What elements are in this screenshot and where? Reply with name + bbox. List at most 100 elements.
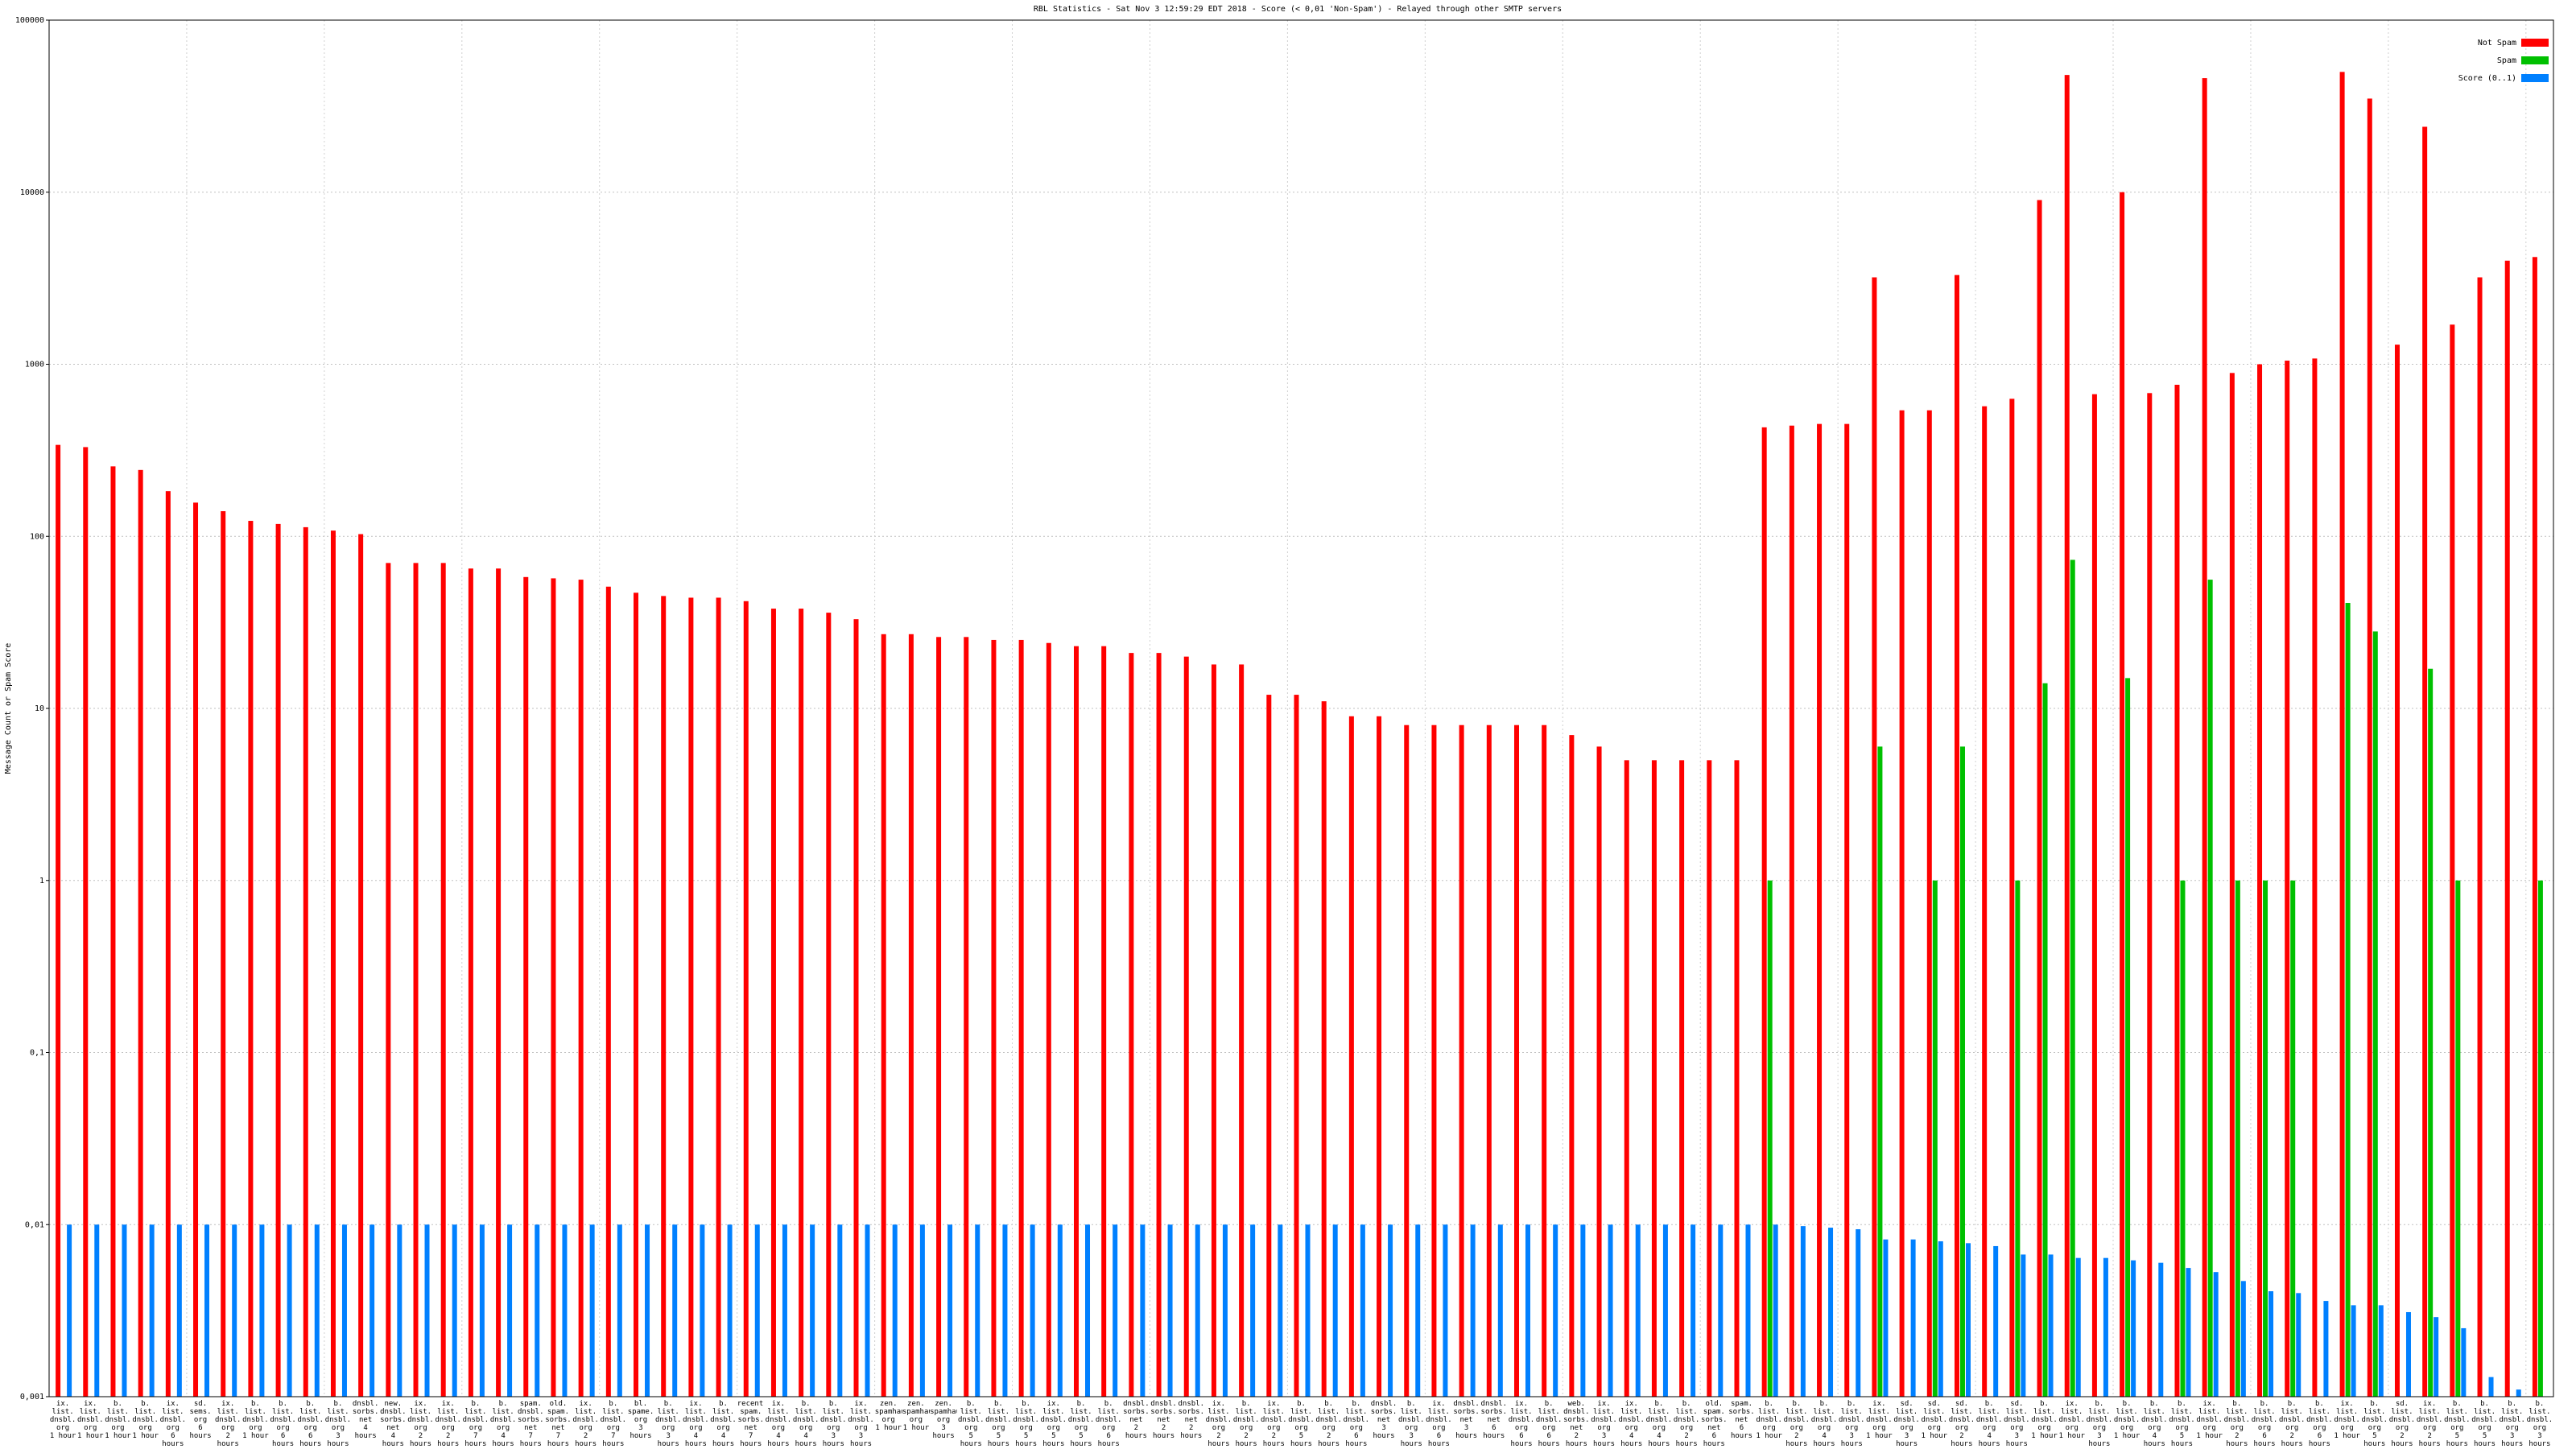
x-tick-label: ix. list. dnsbl. org 1 hour (2334, 1400, 2360, 1440)
y-tick-label: 0,01 (25, 1220, 44, 1229)
bar (2455, 880, 2461, 1397)
bar (964, 637, 969, 1397)
bar (1470, 1224, 1476, 1397)
bar (232, 1224, 237, 1397)
bar (2268, 1291, 2274, 1397)
bar (1030, 1224, 1035, 1397)
bar (138, 469, 143, 1397)
bar (1635, 1224, 1641, 1397)
bar (397, 1224, 402, 1397)
bar (2021, 1254, 2026, 1397)
x-tick-label: b. list. dnsbl. org 6 hours (2306, 1400, 2333, 1448)
bar (1332, 1224, 1338, 1397)
bar (1404, 724, 1410, 1397)
bar (535, 1224, 540, 1397)
x-tick-label: b. list. dnsbl. org 6 hours (1535, 1400, 1563, 1448)
bar (1817, 423, 1823, 1397)
x-tick-label: ix. list. dnsbl. org 1 hour (77, 1400, 104, 1440)
bar (1926, 410, 1932, 1397)
bar (2229, 373, 2235, 1397)
bar (1183, 656, 1189, 1397)
bar (1018, 639, 1024, 1397)
bar (1690, 1224, 1696, 1397)
bar (1348, 716, 1354, 1397)
y-tick-label: 1000 (25, 361, 44, 369)
y-tick-label: 1 (39, 877, 44, 886)
x-tick-label: b. list. dnsbl. org 2 hours (1315, 1400, 1342, 1448)
x-tick-label: ix. list. dnsbl. org 1 hour (2196, 1400, 2223, 1440)
x-tick-label: b. list. dnsbl. org 3 hours (654, 1400, 682, 1448)
bar (826, 613, 832, 1397)
x-tick-label: ix. list. dnsbl. org 2 hours (407, 1400, 434, 1448)
bar (672, 1224, 678, 1397)
bar (2120, 192, 2125, 1397)
bar (2158, 1262, 2164, 1397)
bar (865, 1224, 870, 1397)
bar (2351, 1305, 2356, 1397)
x-tick-label: b. list. dnsbl. org 5 hours (1067, 1400, 1095, 1448)
bar (1856, 1228, 1861, 1397)
x-tick-label: b. list. dnsbl. org 2 hours (1783, 1400, 1810, 1448)
bar (1624, 760, 1629, 1397)
x-tick-label: b. list. dnsbl. org 5 hours (2444, 1400, 2471, 1448)
bar (2103, 1257, 2108, 1397)
bar (2070, 559, 2075, 1397)
bar (176, 1224, 182, 1397)
bar (2240, 1281, 2246, 1397)
x-tick-label: b. list. dnsbl. org 5 hours (2169, 1400, 2195, 1448)
bar (479, 1224, 485, 1397)
bar (578, 580, 584, 1397)
bar (2263, 880, 2268, 1397)
x-tick-label: sd. list. dnsbl. org 3 hours (1893, 1400, 1920, 1448)
y-tick-label: 0,001 (20, 1393, 44, 1402)
bar (67, 1224, 72, 1397)
y-tick-label: 10000 (20, 188, 44, 197)
y-tick-label: 100000 (15, 16, 44, 25)
x-tick-label: b. list. dnsbl. org 4 hours (2141, 1400, 2168, 1448)
x-tick-label: b. list. dnsbl. org 4 hours (1975, 1400, 2003, 1448)
x-tick-label: b. list. dnsbl. org 1 hour (242, 1400, 269, 1440)
bar (2213, 1272, 2219, 1397)
x-tick-label: b. list. dnsbl. org 3 hours (820, 1400, 847, 1448)
x-tick-label: b. list. dnsbl. org 3 hours (1397, 1400, 1425, 1448)
x-tick-label: b. list. dnsbl. org 6 hours (1095, 1400, 1122, 1448)
x-tick-label: sd. sems. org 6 hours (189, 1400, 212, 1440)
bar (1101, 646, 1107, 1397)
bar (149, 1224, 155, 1397)
bar (617, 1224, 622, 1397)
bar (727, 1224, 733, 1397)
x-tick-label: b. list. dnsbl. org 3 hours (2526, 1400, 2553, 1448)
plot-frame (48, 19, 2554, 1397)
x-tick-label: b. list. dnsbl. org 1 hour (2113, 1400, 2140, 1440)
x-tick-label: dnsbl. sorbs. net 6 hours (1480, 1400, 1508, 1440)
x-tick-label: ix. list. dnsbl. org 1 hour (49, 1400, 76, 1440)
bar (248, 521, 254, 1397)
bar (2367, 98, 2372, 1397)
bar (1569, 735, 1575, 1397)
bar (1965, 1243, 1971, 1397)
bar (2174, 384, 2180, 1397)
x-tick-label: b. list. dnsbl. org 4 hours (792, 1400, 819, 1448)
bar (1910, 1239, 1916, 1397)
x-tick-label: ix. list. dnsbl. org 4 hours (1618, 1400, 1645, 1448)
legend-swatch (2521, 56, 2549, 64)
bar (1679, 760, 1685, 1397)
x-tick-label: ix. list. dnsbl. org 2 hours (435, 1400, 461, 1448)
bar (645, 1224, 650, 1397)
bar (440, 563, 446, 1397)
x-tick-label: dnsbl. sorbs. net 3 hours (1453, 1400, 1480, 1440)
x-tick-label: b. list. dnsbl. org 1 hour (2031, 1400, 2058, 1440)
bar (991, 639, 997, 1397)
bar (193, 502, 199, 1397)
bar (1377, 716, 1382, 1397)
x-tick-label: b. list. dnsbl. org 6 hours (2251, 1400, 2278, 1448)
x-tick-label: ix. list. dnsbl. org 3 hours (848, 1400, 874, 1448)
x-tick-label: old. spam. sorbs. net 7 hours (545, 1400, 572, 1448)
bar (881, 634, 886, 1397)
bar (358, 534, 364, 1397)
bar (2450, 324, 2455, 1397)
bar (1651, 760, 1657, 1397)
bar (634, 592, 639, 1397)
legend-label: Score (0..1) (2458, 74, 2516, 83)
